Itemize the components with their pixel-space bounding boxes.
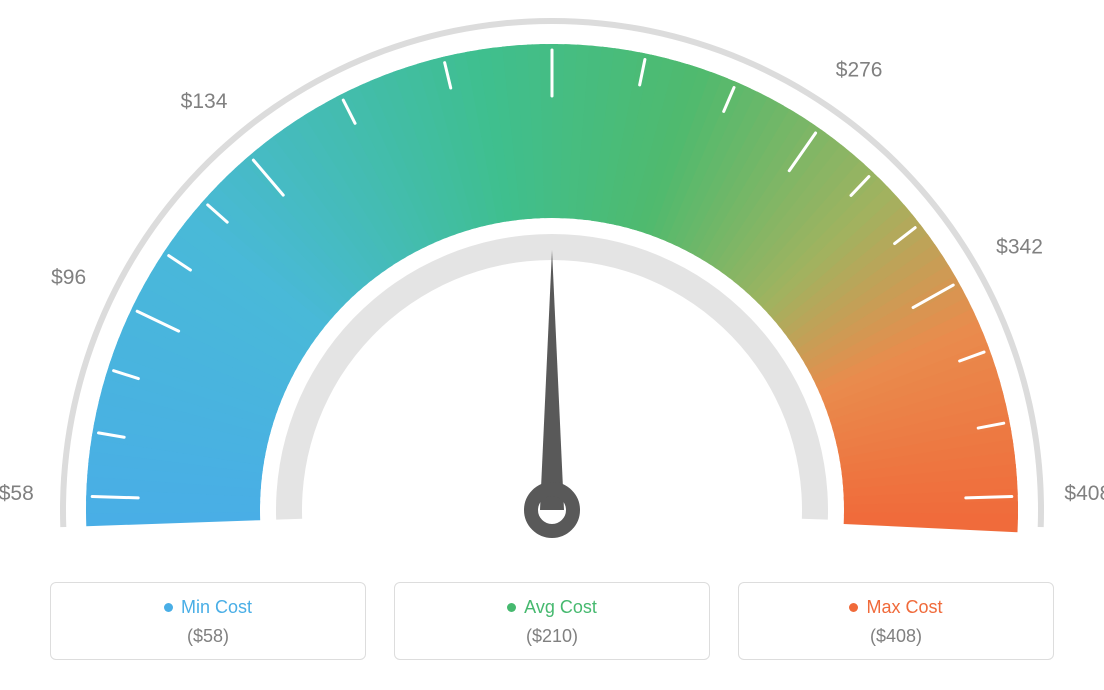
gauge-scale-label: $96 (51, 266, 86, 289)
gauge-scale-label: $342 (996, 235, 1043, 258)
legend-value-avg: ($210) (405, 626, 699, 647)
gauge-scale-label: $276 (836, 58, 883, 81)
legend-card-max: Max Cost ($408) (738, 582, 1054, 660)
legend-label-min: Min Cost (181, 597, 252, 618)
legend-row: Min Cost ($58) Avg Cost ($210) Max Cost … (50, 582, 1054, 660)
legend-title-max: Max Cost (849, 597, 942, 618)
legend-value-min: ($58) (61, 626, 355, 647)
legend-label-avg: Avg Cost (524, 597, 597, 618)
legend-card-min: Min Cost ($58) (50, 582, 366, 660)
legend-dot-max (849, 603, 858, 612)
gauge-scale-label: $58 (0, 482, 34, 505)
gauge-area: $58$96$134$210$276$342$408 (0, 10, 1104, 570)
gauge-needle (540, 250, 564, 510)
legend-dot-min (164, 603, 173, 612)
legend-dot-avg (507, 603, 516, 612)
legend-card-avg: Avg Cost ($210) (394, 582, 710, 660)
legend-value-max: ($408) (749, 626, 1043, 647)
gauge-scale-label: $408 (1064, 482, 1104, 505)
legend-label-max: Max Cost (866, 597, 942, 618)
gauge-svg: $58$96$134$210$276$342$408 (0, 10, 1104, 570)
legend-title-min: Min Cost (164, 597, 252, 618)
legend-title-avg: Avg Cost (507, 597, 597, 618)
chart-container: $58$96$134$210$276$342$408 Min Cost ($58… (0, 0, 1104, 690)
gauge-scale-label: $134 (181, 90, 228, 113)
